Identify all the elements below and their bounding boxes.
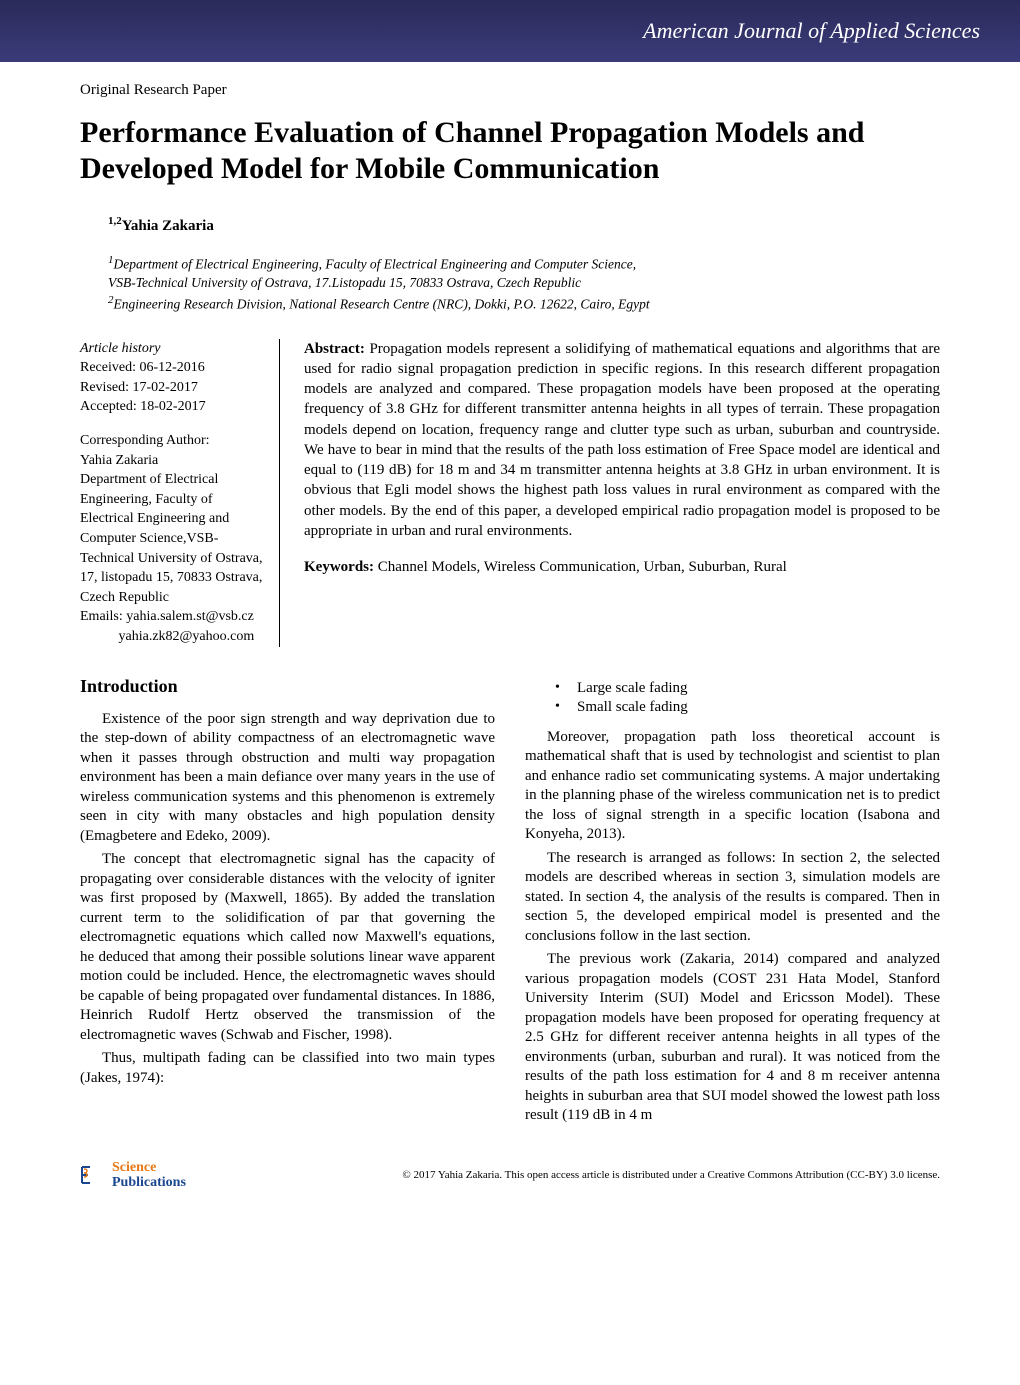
logo-publications: Publications [112,1175,186,1190]
paper-type: Original Research Paper [80,82,940,99]
fading-list: Large scale fading Small scale fading [555,679,940,718]
keywords-block: Keywords: Channel Models, Wireless Commu… [304,557,940,577]
corresponding-name: Yahia Zakaria [80,451,265,471]
logo-text: Science Publications [112,1160,186,1191]
right-p2: The research is arranged as follows: In … [525,849,940,947]
right-p3: The previous work (Zakaria, 2014) compar… [525,950,940,1126]
meta-column: Article history Received: 06-12-2016 Rev… [80,339,280,647]
footer: Science Publications © 2017 Yahia Zakari… [0,1150,1020,1211]
received-date: Received: 06-12-2016 [80,358,265,378]
meta-abstract-row: Article history Received: 06-12-2016 Rev… [80,339,940,647]
left-column: Introduction Existence of the poor sign … [80,675,495,1130]
bullet-2: Small scale fading [555,698,940,718]
corresponding-address: Department of Electrical Engineering, Fa… [80,470,265,607]
intro-heading: Introduction [80,675,495,698]
journal-name: American Journal of Applied Sciences [643,18,980,43]
accepted-date: Accepted: 18-02-2017 [80,397,265,417]
bullet-1: Large scale fading [555,679,940,699]
author-sup: 1,2 [108,215,122,227]
aff1-line2: VSB-Technical University of Ostrava, 17.… [108,275,581,290]
authors: 1,2Yahia Zakaria [108,215,940,235]
article-history-label: Article history [80,339,265,359]
left-p3: Thus, multipath fading can be classified… [80,1049,495,1088]
corresponding-label: Corresponding Author: [80,431,265,451]
email-2: yahia.zk82@yahoo.com [119,629,255,644]
aff1-line1: Department of Electrical Engineering, Fa… [114,257,637,272]
copyright-text: © 2017 Yahia Zakaria. This open access a… [402,1169,940,1181]
revised-date: Revised: 17-02-2017 [80,378,265,398]
main-content: Original Research Paper Performance Eval… [0,62,1020,1150]
abstract-label: Abstract: [304,341,365,357]
abstract-column: Abstract: Propagation models represent a… [304,339,940,647]
logo-science: Science [112,1160,186,1175]
keywords-label: Keywords: [304,559,374,575]
abstract-text: Propagation models represent a solidifyi… [304,341,940,539]
publisher-logo: Science Publications [80,1160,186,1191]
left-p2: The concept that electromagnetic signal … [80,850,495,1045]
body-columns: Introduction Existence of the poor sign … [80,675,940,1130]
logo-icon [80,1163,104,1187]
emails-label: Emails: [80,609,123,624]
affiliations: 1Department of Electrical Engineering, F… [108,253,940,315]
journal-header: American Journal of Applied Sciences [0,0,1020,62]
email-1: yahia.salem.st@vsb.cz [126,609,254,624]
left-p1: Existence of the poor sign strength and … [80,710,495,847]
author-name: Yahia Zakaria [122,218,214,234]
paper-title: Performance Evaluation of Channel Propag… [80,115,940,187]
abstract-block: Abstract: Propagation models represent a… [304,339,940,542]
keywords-text: Channel Models, Wireless Communication, … [378,559,787,575]
right-p1: Moreover, propagation path loss theoreti… [525,728,940,845]
right-column: Large scale fading Small scale fading Mo… [525,675,940,1130]
corresponding-emails: Emails: yahia.salem.st@vsb.cz yahia.zk82… [80,607,265,646]
aff2: Engineering Research Division, National … [114,297,650,312]
